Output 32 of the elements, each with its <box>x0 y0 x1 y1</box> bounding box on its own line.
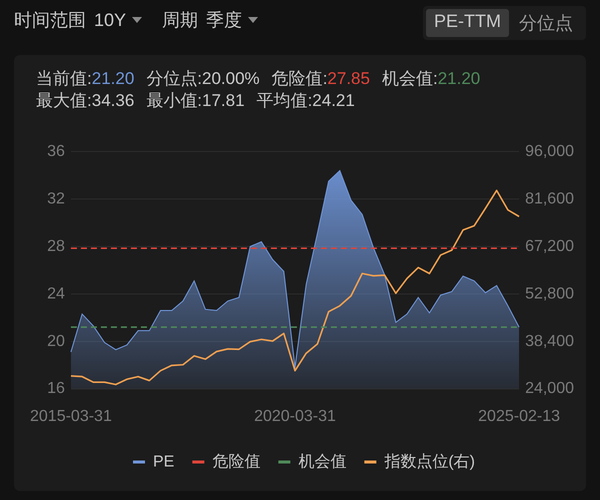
y-tick-label: 28 <box>47 238 66 255</box>
text: 当前值:21.20 <box>36 69 134 88</box>
y2-tick-label: 24,000 <box>525 380 574 398</box>
text: 季度 <box>206 9 242 32</box>
text: 分位点 <box>518 12 574 35</box>
y2-tick-label: 96,000 <box>525 143 574 160</box>
y-tick-label: 20 <box>47 332 66 350</box>
y-tick-label: 36 <box>47 143 66 160</box>
text: 周期 <box>162 9 198 32</box>
legend-label: 危险值 <box>212 452 260 470</box>
text: 分位点:20.00% <box>146 69 260 88</box>
legend-label: PE <box>153 453 174 470</box>
text: 最小值:17.81 <box>146 91 245 110</box>
text: 10Y <box>94 10 126 30</box>
text: 危险值:27.85 <box>272 69 370 88</box>
text: PE-TTM <box>426 9 509 37</box>
legend-label: 指数点位(右) <box>383 452 475 470</box>
text: 时间范围 <box>14 9 86 32</box>
x-tick-label: 2020-03-31 <box>254 408 336 425</box>
text: 机会值:21.20 <box>382 69 480 88</box>
y-tick-label: 32 <box>47 190 66 208</box>
x-tick-label: 2025-02-13 <box>478 408 560 425</box>
x-tick-label: 2015-03-31 <box>30 408 112 425</box>
y2-tick-label: 52,800 <box>525 285 574 302</box>
y-tick-label: 16 <box>47 380 66 398</box>
y2-tick-label: 67,200 <box>525 238 574 255</box>
legend-label: 机会值 <box>298 452 346 470</box>
y-tick-label: 24 <box>47 285 66 302</box>
y2-tick-label: 81,600 <box>525 190 574 208</box>
y2-tick-label: 38,400 <box>525 332 574 350</box>
text: 平均值:24.21 <box>256 91 355 110</box>
text: 最大值:34.36 <box>36 91 134 110</box>
